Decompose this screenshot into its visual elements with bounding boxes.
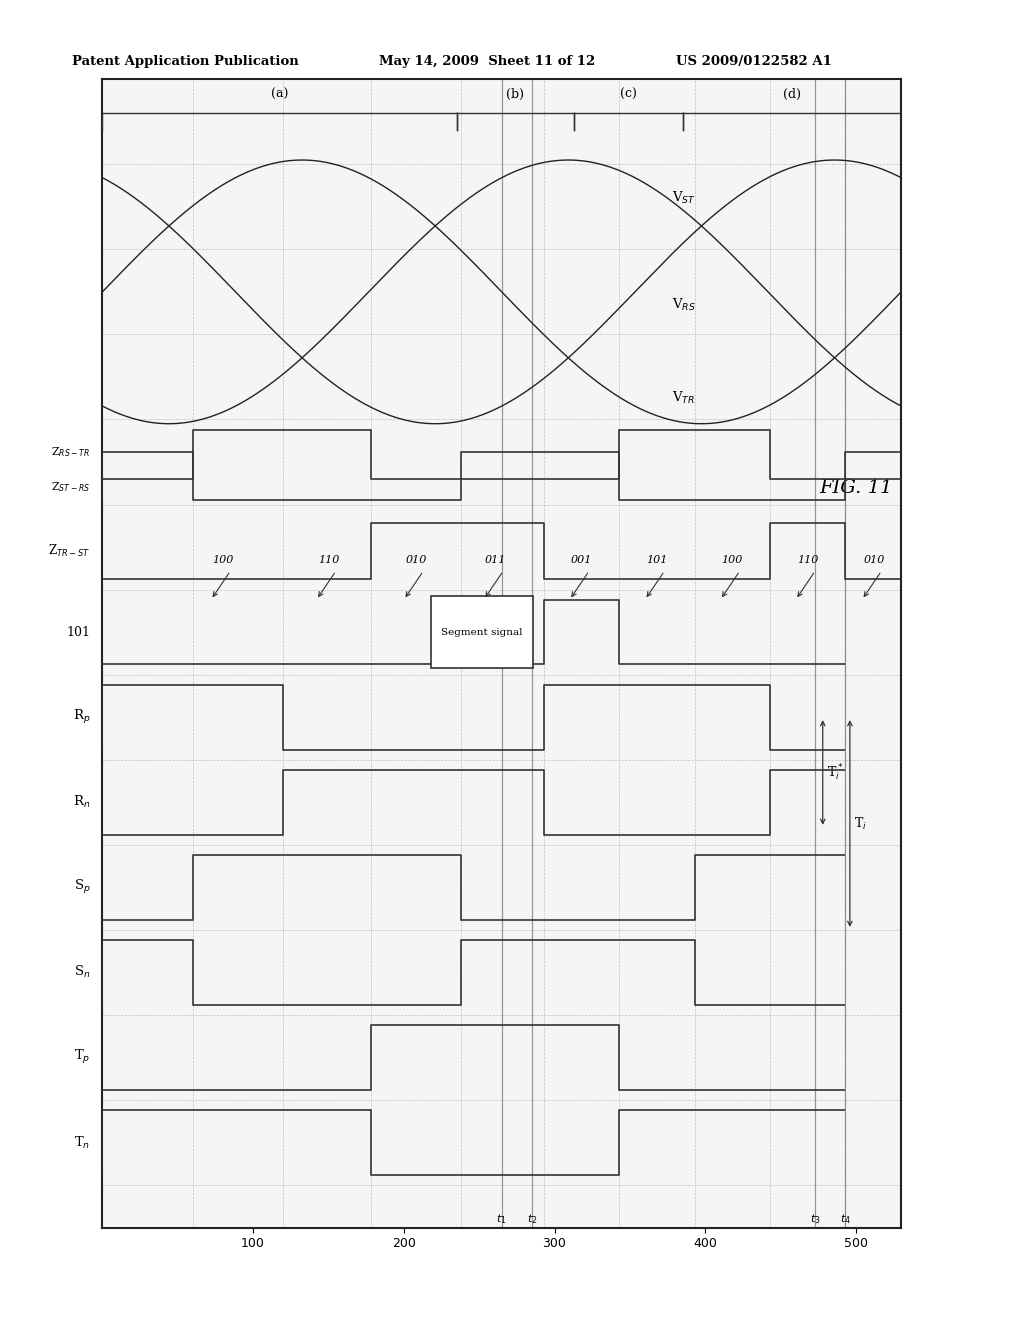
Text: (c): (c)	[620, 87, 637, 100]
Text: 011: 011	[485, 554, 507, 565]
Text: T$_i$: T$_i$	[854, 816, 867, 832]
Text: $t_4$: $t_4$	[840, 1212, 851, 1226]
Text: $t_1$: $t_1$	[497, 1212, 507, 1226]
Text: T$_n$: T$_n$	[74, 1134, 90, 1151]
Text: 010: 010	[406, 554, 427, 565]
Text: (a): (a)	[270, 87, 288, 100]
Text: R$_n$: R$_n$	[73, 795, 90, 810]
Text: T$_i^*$: T$_i^*$	[827, 763, 844, 783]
Text: (b): (b)	[506, 87, 524, 100]
Text: US 2009/0122582 A1: US 2009/0122582 A1	[676, 55, 831, 69]
Text: 101: 101	[67, 626, 90, 639]
Text: V$_{TR}$: V$_{TR}$	[672, 391, 695, 407]
Text: V$_{ST}$: V$_{ST}$	[672, 190, 696, 206]
Text: 010: 010	[863, 554, 885, 565]
Text: Z$_{ST-RS}$: Z$_{ST-RS}$	[51, 480, 90, 495]
Text: Z$_{RS-TR}$: Z$_{RS-TR}$	[51, 445, 90, 458]
Text: May 14, 2009  Sheet 11 of 12: May 14, 2009 Sheet 11 of 12	[379, 55, 595, 69]
Text: S$_p$: S$_p$	[74, 878, 90, 896]
Text: 110: 110	[317, 554, 339, 565]
Text: S$_n$: S$_n$	[74, 965, 90, 981]
Text: 001: 001	[571, 554, 592, 565]
Text: (d): (d)	[783, 87, 801, 100]
Text: 100: 100	[212, 554, 233, 565]
Bar	[431, 597, 534, 668]
Text: 101: 101	[646, 554, 668, 565]
Text: Segment signal: Segment signal	[441, 627, 523, 636]
Text: 100: 100	[722, 554, 743, 565]
Text: $t_3$: $t_3$	[810, 1212, 820, 1226]
Text: Patent Application Publication: Patent Application Publication	[72, 55, 298, 69]
Text: 110: 110	[797, 554, 818, 565]
Text: FIG. 11: FIG. 11	[819, 479, 893, 496]
Text: V$_{RS}$: V$_{RS}$	[672, 297, 696, 313]
Text: $t_2$: $t_2$	[526, 1212, 538, 1226]
Text: R$_p$: R$_p$	[73, 709, 90, 726]
Text: T$_p$: T$_p$	[74, 1048, 90, 1067]
Text: Z$_{TR-ST}$: Z$_{TR-ST}$	[48, 544, 90, 560]
